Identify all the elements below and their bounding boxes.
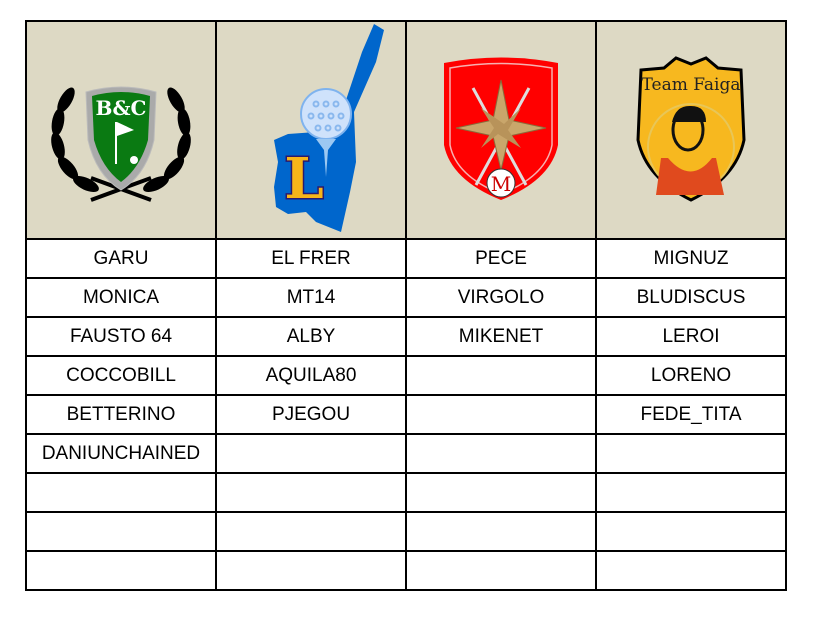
compass-shield-logo: M (444, 57, 558, 200)
table-row: GARU EL FRER PECE MIGNUZ (25, 238, 787, 279)
member-cell: EL FRER (215, 238, 407, 279)
member-cell (405, 511, 597, 552)
member-cell (25, 511, 217, 552)
table-row (25, 472, 787, 513)
member-cell: BLUDISCUS (595, 277, 787, 318)
bc-crest-logo: B&C (51, 86, 191, 202)
member-cell: PECE (405, 238, 597, 279)
member-cell (405, 472, 597, 513)
table-row: MONICA MT14 VIRGOLO BLUDISCUS (25, 277, 787, 318)
member-cell (405, 394, 597, 435)
m-logo-text: M (491, 172, 511, 196)
member-cell: MIKENET (405, 316, 597, 357)
table-row: BETTERINO PJEGOU FEDE_TITA (25, 394, 787, 435)
table-row: FAUSTO 64 ALBY MIKENET LEROI (25, 316, 787, 357)
teams-table: B&C L (25, 20, 787, 591)
member-cell (215, 550, 407, 591)
logo-cell-faiga: Team Faiga (595, 20, 787, 240)
member-cell: COCCOBILL (25, 355, 217, 396)
member-cell (595, 472, 787, 513)
table-row (25, 511, 787, 552)
logo-cell-m: M (405, 20, 597, 240)
faiga-logo-text: Team Faiga (642, 75, 741, 95)
team-faiga-logo: Team Faiga (636, 56, 746, 202)
bc-logo-text: B&C (96, 96, 147, 120)
table-row: DANIUNCHAINED (25, 433, 787, 474)
member-cell (405, 550, 597, 591)
member-cell: BETTERINO (25, 394, 217, 435)
member-cell: DANIUNCHAINED (25, 433, 217, 474)
member-cell: MONICA (25, 277, 217, 318)
table-row: COCCOBILL AQUILA80 LORENO (25, 355, 787, 396)
logo-cell-l: L (215, 20, 407, 240)
member-cell: FAUSTO 64 (25, 316, 217, 357)
member-cell: MIGNUZ (595, 238, 787, 279)
member-cell: LEROI (595, 316, 787, 357)
member-cell (595, 433, 787, 474)
member-cell: MT14 (215, 277, 407, 318)
member-cell (405, 355, 597, 396)
lake-golf-logo: L (274, 24, 384, 232)
member-cell (215, 433, 407, 474)
member-cell (595, 550, 787, 591)
member-cell: GARU (25, 238, 217, 279)
member-cell (215, 511, 407, 552)
member-cell: VIRGOLO (405, 277, 597, 318)
member-cell (215, 472, 407, 513)
member-cell: PJEGOU (215, 394, 407, 435)
member-cell: AQUILA80 (215, 355, 407, 396)
member-cell (595, 511, 787, 552)
logo-row: B&C L (25, 20, 787, 240)
member-cell: ALBY (215, 316, 407, 357)
member-cell (25, 472, 217, 513)
logo-cell-bc: B&C (25, 20, 217, 240)
table-row (25, 550, 787, 591)
member-cell (25, 550, 217, 591)
member-cell (405, 433, 597, 474)
member-cell: LORENO (595, 355, 787, 396)
l-logo-text: L (284, 146, 323, 212)
member-cell: FEDE_TITA (595, 394, 787, 435)
